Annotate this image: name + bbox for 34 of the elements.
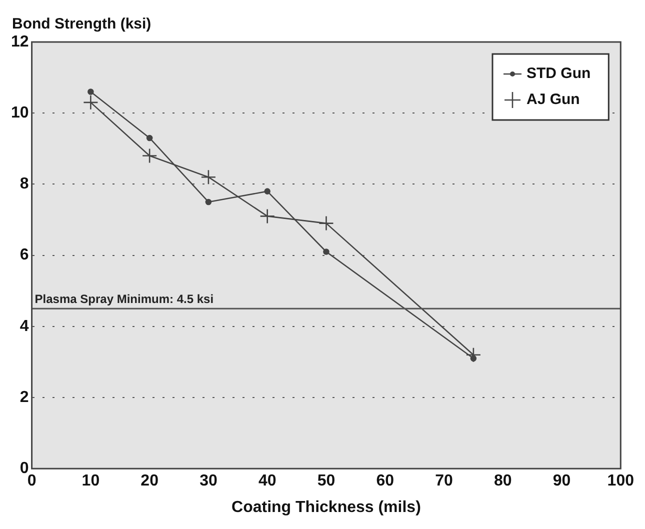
x-tick-label: 20: [140, 472, 159, 490]
point: [83, 94, 98, 110]
y-tick-label: 12: [11, 33, 29, 50]
point: [146, 134, 153, 142]
x-tick-label: 80: [494, 472, 512, 490]
x-tick-label: 90: [552, 472, 571, 490]
y-tick-label: 4: [20, 318, 29, 335]
ref-line-label: Plasma Spray Minimum: 4.5 ksi: [34, 292, 214, 306]
y-tick-label: 2: [20, 388, 29, 406]
x-tick-label: 60: [376, 472, 394, 490]
point: [318, 216, 334, 231]
x-tick-label: 70: [435, 472, 453, 490]
point: [264, 188, 270, 194]
x-tick-label: 50: [317, 472, 336, 490]
y-tick-label: 0: [20, 460, 29, 478]
x-tick-label: 40: [258, 472, 276, 490]
point: [470, 355, 477, 362]
y-tick-label: 6: [20, 246, 29, 264]
point: [200, 169, 216, 185]
x-axis-title: Coating Thickness (mils): [232, 498, 421, 516]
y-tick-label: 8: [20, 176, 29, 193]
x-tick-label: 30: [200, 472, 218, 490]
y-tick-label: 10: [11, 104, 29, 122]
point: [466, 347, 482, 362]
point: [260, 208, 275, 224]
point: [205, 198, 212, 206]
x-tick-label: 100: [607, 472, 634, 490]
point: [88, 88, 94, 95]
x-tick-label: 10: [82, 472, 100, 490]
legend-label: AJ Gun: [526, 91, 580, 108]
y-axis-title: Bond Strength (ksi): [12, 16, 152, 33]
legend-label: STD Gun: [526, 65, 591, 82]
point: [323, 248, 330, 255]
point: [142, 148, 158, 164]
